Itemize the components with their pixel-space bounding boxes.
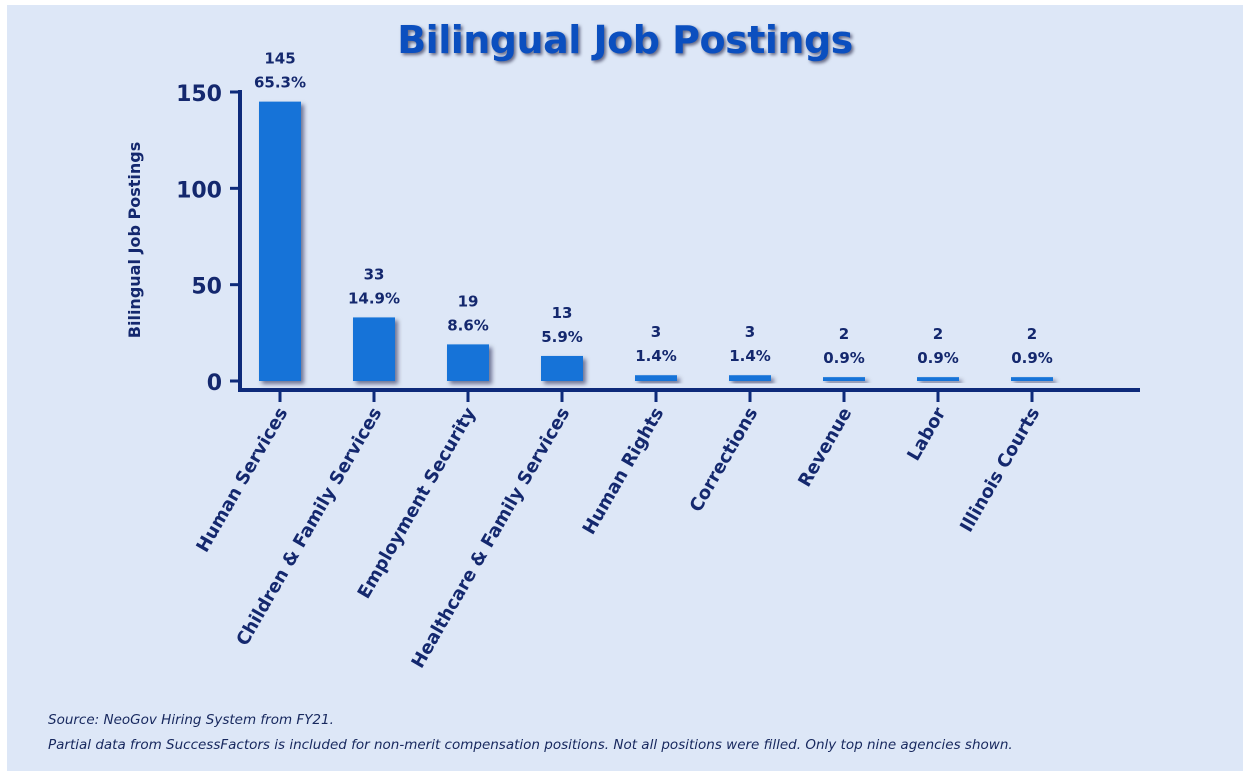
x-tick-label: Human Services bbox=[192, 404, 292, 556]
data-label-value: 145 bbox=[264, 50, 295, 68]
x-tick-label: Healthcare & Family Services bbox=[408, 404, 575, 672]
y-axis-label: Bilingual Job Postings bbox=[125, 142, 144, 338]
data-label-value: 3 bbox=[651, 323, 661, 341]
data-label-value: 19 bbox=[458, 292, 479, 310]
data-label-percent: 8.6% bbox=[447, 316, 489, 334]
x-tick-label: Illinois Courts bbox=[956, 404, 1044, 536]
data-note: Partial data from SuccessFactors is incl… bbox=[48, 737, 1013, 753]
bar bbox=[447, 344, 489, 381]
x-tick-label: Human Rights bbox=[579, 404, 669, 538]
bar bbox=[259, 101, 301, 381]
bar bbox=[353, 317, 395, 381]
data-label-value: 3 bbox=[745, 323, 755, 341]
x-tick-label: Corrections bbox=[686, 404, 763, 516]
x-tick-label: Labor bbox=[903, 404, 950, 465]
data-label-percent: 0.9% bbox=[823, 349, 865, 367]
data-label-percent: 1.4% bbox=[729, 347, 771, 365]
bar bbox=[823, 377, 865, 381]
data-label-percent: 0.9% bbox=[1011, 349, 1053, 367]
data-label-percent: 0.9% bbox=[917, 349, 959, 367]
data-label-percent: 5.9% bbox=[541, 328, 583, 346]
y-tick-label: 100 bbox=[176, 178, 222, 203]
data-label-value: 13 bbox=[552, 304, 573, 322]
bar bbox=[917, 377, 959, 381]
data-label-value: 2 bbox=[933, 325, 943, 343]
chart-title: Bilingual Job Postings bbox=[397, 18, 853, 62]
bar bbox=[729, 375, 771, 381]
y-tick-label: 0 bbox=[207, 371, 222, 396]
bar bbox=[635, 375, 677, 381]
data-label-percent: 1.4% bbox=[635, 347, 677, 365]
data-label-percent: 14.9% bbox=[348, 289, 400, 307]
data-label-value: 2 bbox=[839, 325, 849, 343]
source-note: Source: NeoGov Hiring System from FY21. bbox=[48, 712, 334, 728]
bar bbox=[1011, 377, 1053, 381]
bar bbox=[541, 355, 583, 381]
data-label-value: 33 bbox=[364, 265, 385, 283]
x-tick-label: Revenue bbox=[794, 404, 856, 491]
y-tick-label: 50 bbox=[191, 275, 222, 300]
data-label-percent: 65.3% bbox=[254, 74, 306, 92]
data-label-value: 2 bbox=[1027, 325, 1037, 343]
y-tick-label: 150 bbox=[176, 82, 222, 107]
